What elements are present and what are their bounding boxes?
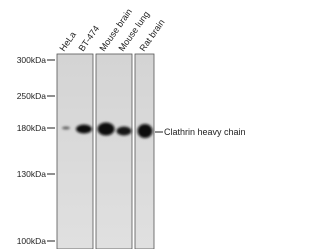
marker-label: 130kDa [17, 169, 47, 179]
band [62, 127, 70, 130]
band-label: Clathrin heavy chain [164, 127, 246, 137]
band [117, 127, 132, 136]
lane-label: HeLa [57, 30, 78, 53]
marker-label: 100kDa [17, 236, 47, 246]
band [138, 124, 153, 138]
marker-label: 180kDa [17, 123, 47, 133]
panel [57, 54, 93, 249]
marker-ticks [47, 60, 55, 241]
lane-label: BT-474 [76, 24, 101, 54]
marker-label: 250kDa [17, 91, 47, 101]
panel [135, 54, 154, 249]
marker-label: 300kDa [17, 55, 47, 65]
band [76, 125, 92, 134]
blot-figure: HeLa BT-474 Mouse brain Mouse lung Rat b… [0, 0, 255, 249]
band [98, 123, 115, 136]
panel [96, 54, 132, 249]
